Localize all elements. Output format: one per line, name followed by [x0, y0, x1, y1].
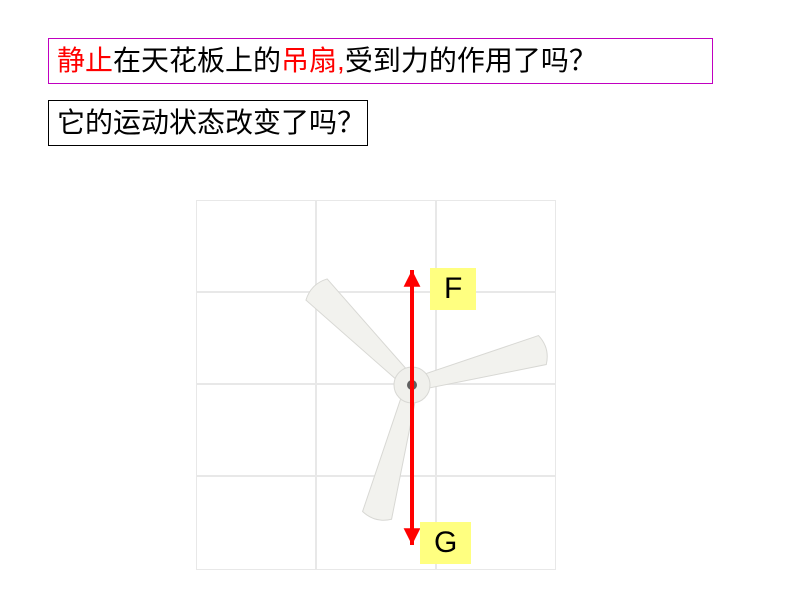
q1-part-2: 吊扇, — [281, 45, 345, 76]
diagram-svg — [196, 200, 556, 570]
q1-part-0: 静止 — [57, 45, 113, 76]
q1-part-1: 在天花板上的 — [113, 45, 281, 76]
force-label-f: F — [430, 268, 476, 310]
q2-part-0: 它的运动状态改变了吗？ — [57, 107, 365, 138]
force-label-g: G — [420, 522, 471, 564]
question-1-box: 静止在天花板上的吊扇,受到力的作用了吗？ — [48, 38, 713, 84]
question-2-box: 它的运动状态改变了吗？ — [48, 100, 368, 146]
q1-part-3: 受到力的作用了吗？ — [345, 45, 597, 76]
fan-force-diagram: F G — [196, 200, 556, 570]
